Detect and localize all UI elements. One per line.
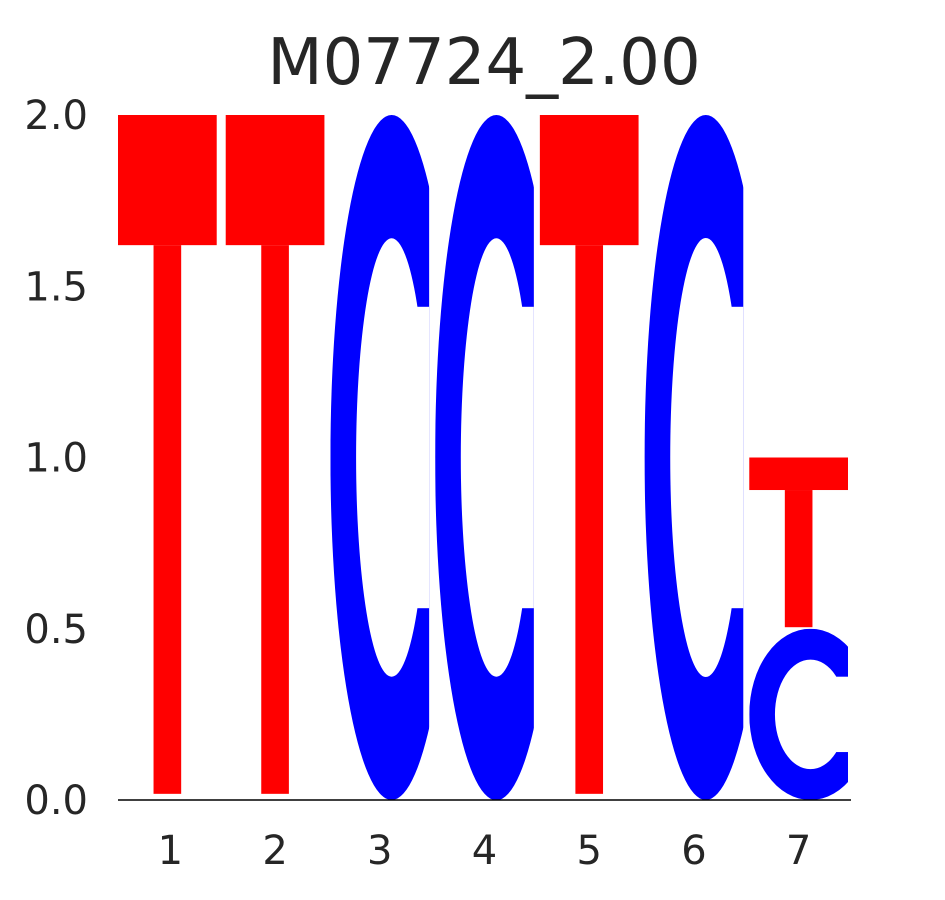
y-tick-label: 0.0 bbox=[24, 778, 88, 824]
logo-letter-t bbox=[539, 115, 639, 794]
logo-letter-c bbox=[435, 115, 534, 800]
logo-letter-c bbox=[644, 115, 744, 800]
logo-letter-c bbox=[330, 115, 430, 800]
y-tick-label: 1.0 bbox=[24, 436, 88, 482]
x-tick-label: 6 bbox=[681, 828, 706, 874]
x-tick-label: 7 bbox=[786, 828, 811, 874]
x-axis-ticks: 1 2 3 4 5 6 7 bbox=[158, 828, 812, 874]
logo-letter-t bbox=[749, 457, 848, 628]
y-tick-label: 2.0 bbox=[24, 93, 88, 139]
x-tick-label: 4 bbox=[472, 828, 497, 874]
logo-letter-t bbox=[225, 115, 325, 794]
logo-letters bbox=[118, 115, 848, 800]
x-tick-label: 2 bbox=[262, 828, 287, 874]
y-axis-ticks: 0.0 0.5 1.0 1.5 2.0 bbox=[24, 93, 88, 824]
x-tick-label: 3 bbox=[367, 828, 392, 874]
chart-title: M07724_2.00 bbox=[267, 26, 700, 100]
x-tick-label: 5 bbox=[576, 828, 601, 874]
y-tick-label: 0.5 bbox=[24, 607, 88, 653]
logo-letter-c bbox=[749, 628, 848, 800]
y-tick-label: 1.5 bbox=[24, 264, 88, 310]
x-tick-label: 1 bbox=[158, 828, 183, 874]
logo-letter-t bbox=[118, 115, 217, 794]
